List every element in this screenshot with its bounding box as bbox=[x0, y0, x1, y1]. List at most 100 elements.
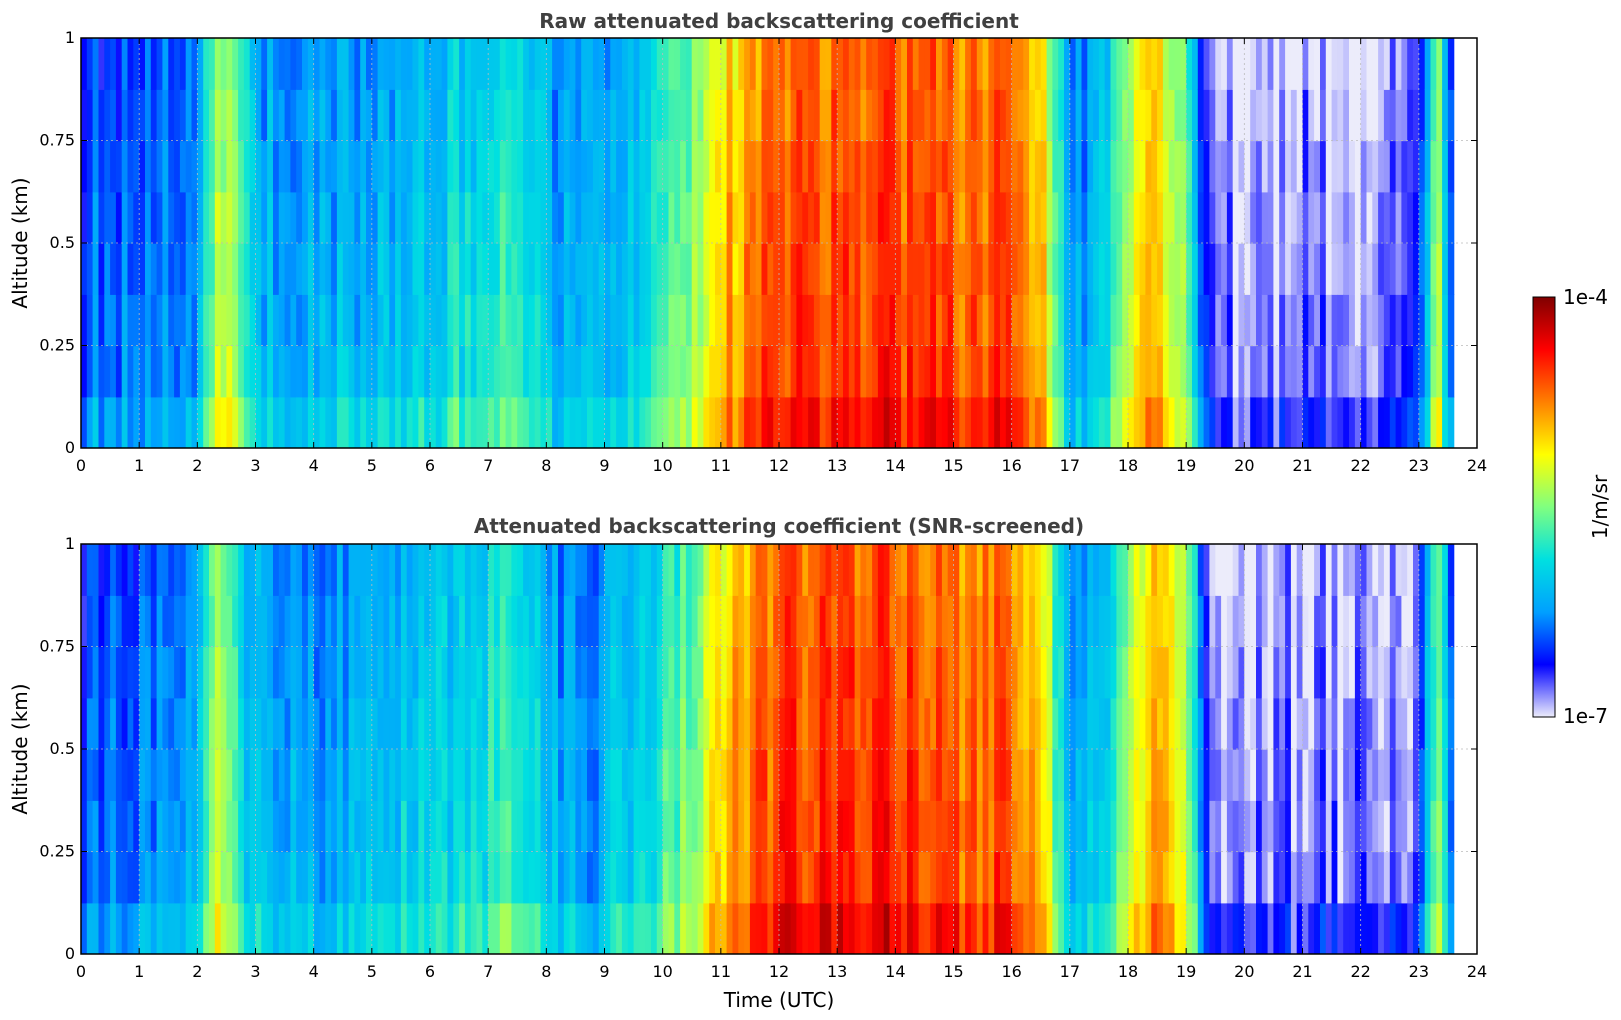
heatmap-cell bbox=[424, 243, 431, 295]
heatmap-cell bbox=[342, 697, 350, 750]
heatmap-cell bbox=[674, 800, 681, 853]
heatmap-cell bbox=[348, 38, 355, 90]
heatmap-cell bbox=[1075, 38, 1082, 90]
heatmap-cell bbox=[290, 243, 297, 295]
heatmap-cell bbox=[668, 851, 675, 904]
heatmap-cell bbox=[843, 396, 850, 448]
heatmap-cell bbox=[598, 595, 606, 648]
heatmap-cell bbox=[139, 902, 146, 954]
heatmap-cell bbox=[1221, 902, 1228, 954]
heatmap-cell bbox=[488, 595, 495, 648]
heatmap-cell bbox=[1005, 902, 1013, 954]
heatmap-cell bbox=[1418, 646, 1426, 699]
heatmap-cell bbox=[150, 851, 158, 904]
heatmap-cell bbox=[470, 851, 478, 904]
heatmap-cell bbox=[616, 697, 623, 750]
heatmap-cell bbox=[866, 902, 873, 954]
heatmap-cell bbox=[1000, 89, 1007, 142]
heatmap-cell bbox=[1383, 345, 1391, 398]
heatmap-cell bbox=[307, 646, 315, 699]
heatmap-cell bbox=[1226, 140, 1234, 193]
heatmap-cell bbox=[528, 243, 536, 295]
heatmap-cell bbox=[255, 646, 262, 699]
heatmap-cell bbox=[1209, 38, 1216, 90]
heatmap-cell bbox=[889, 294, 896, 347]
x-tick-label: 18 bbox=[1118, 456, 1138, 475]
heatmap-cell bbox=[412, 902, 419, 954]
heatmap-cell bbox=[907, 294, 914, 347]
heatmap-cell bbox=[302, 800, 309, 853]
heatmap-cell bbox=[1413, 89, 1420, 142]
heatmap-cell bbox=[645, 191, 652, 244]
heatmap-cell bbox=[482, 345, 489, 398]
heatmap-cell bbox=[191, 140, 198, 193]
heatmap-cell bbox=[377, 697, 384, 750]
heatmap-cell bbox=[1285, 191, 1292, 244]
heatmap-cell bbox=[680, 38, 687, 90]
heatmap-cell bbox=[476, 89, 483, 142]
heatmap-cell bbox=[150, 140, 158, 193]
heatmap-cell bbox=[191, 38, 198, 90]
x-tick-label: 23 bbox=[1409, 456, 1429, 475]
heatmap-cell bbox=[366, 345, 373, 398]
heatmap-cell bbox=[1122, 851, 1129, 904]
heatmap-cell bbox=[825, 89, 832, 142]
heatmap-cell bbox=[819, 544, 827, 596]
heatmap-cell bbox=[866, 646, 873, 699]
heatmap-cell bbox=[674, 140, 681, 193]
heatmap-cell bbox=[645, 595, 652, 648]
heatmap-cell bbox=[1226, 800, 1234, 853]
heatmap-cell bbox=[424, 345, 431, 398]
heatmap-cell bbox=[848, 396, 856, 448]
heatmap-cell bbox=[179, 38, 187, 90]
heatmap-cell bbox=[1046, 902, 1053, 954]
heatmap-cell bbox=[1215, 646, 1222, 699]
heatmap-cell bbox=[662, 749, 670, 801]
heatmap-cell bbox=[174, 345, 181, 398]
heatmap-cell bbox=[1180, 191, 1187, 244]
heatmap-cell bbox=[616, 851, 623, 904]
heatmap-cell bbox=[639, 38, 646, 90]
heatmap-cell bbox=[273, 38, 280, 90]
heatmap-cell bbox=[656, 749, 664, 801]
heatmap-cell bbox=[802, 396, 809, 448]
heatmap-cell bbox=[1168, 800, 1176, 853]
heatmap-cell bbox=[1308, 749, 1315, 801]
heatmap-cell bbox=[1273, 89, 1280, 142]
heatmap-cell bbox=[854, 646, 861, 699]
heatmap-cell bbox=[209, 345, 216, 398]
heatmap-cell bbox=[523, 396, 530, 448]
heatmap-cell bbox=[970, 851, 978, 904]
heatmap-cell bbox=[662, 38, 670, 90]
heatmap-cell bbox=[901, 191, 908, 244]
heatmap-cell bbox=[243, 191, 251, 244]
heatmap-cell bbox=[307, 800, 315, 853]
heatmap-cell bbox=[523, 345, 530, 398]
heatmap-cell bbox=[232, 544, 239, 596]
heatmap-cell bbox=[1081, 749, 1088, 801]
heatmap-cell bbox=[1005, 749, 1013, 801]
heatmap-cell bbox=[1023, 697, 1030, 750]
heatmap-cell bbox=[1273, 191, 1280, 244]
heatmap-cell bbox=[1226, 851, 1234, 904]
heatmap-cell bbox=[389, 800, 396, 853]
heatmap-cell bbox=[1325, 697, 1333, 750]
heatmap-cell bbox=[139, 697, 146, 750]
heatmap-cell bbox=[470, 191, 478, 244]
heatmap-cell bbox=[1221, 243, 1228, 295]
heatmap-cell bbox=[848, 697, 856, 750]
heatmap-cell bbox=[592, 595, 600, 648]
heatmap-cell bbox=[470, 595, 478, 648]
heatmap-cell bbox=[674, 89, 681, 142]
heatmap-cell bbox=[1046, 38, 1053, 90]
heatmap-cell bbox=[296, 851, 303, 904]
heatmap-cell bbox=[924, 243, 931, 295]
heatmap-cell bbox=[1093, 749, 1100, 801]
heatmap-cell bbox=[936, 191, 943, 244]
heatmap-cell bbox=[1290, 345, 1298, 398]
heatmap-cell bbox=[447, 800, 454, 853]
heatmap-cell bbox=[1069, 294, 1077, 347]
heatmap-cell bbox=[645, 89, 652, 142]
heatmap-cell bbox=[575, 902, 582, 954]
heatmap-cell bbox=[313, 396, 321, 448]
